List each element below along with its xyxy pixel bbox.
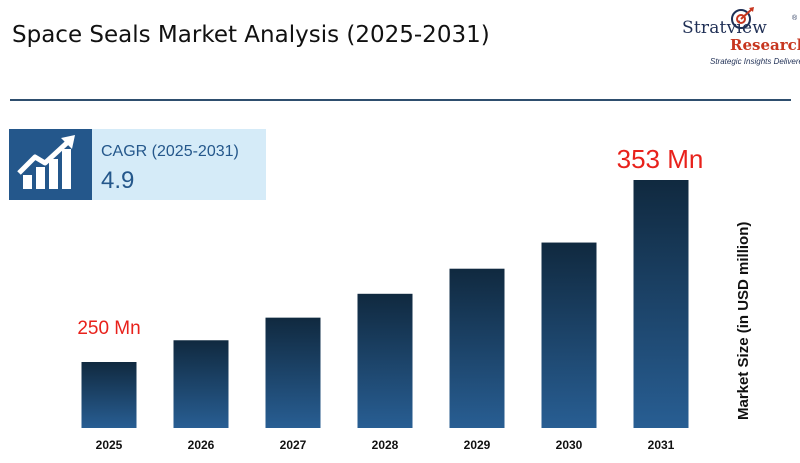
cagr-label: CAGR (2025-2031)	[101, 143, 239, 160]
bar-2025	[81, 362, 137, 428]
bar-2030	[541, 242, 597, 428]
bar-2026	[173, 340, 229, 428]
data-label-2031: 353 Mn	[617, 144, 704, 174]
x-tick-label-2027: 2027	[280, 438, 307, 452]
x-tick-label-2030: 2030	[556, 438, 583, 452]
header-divider	[10, 99, 791, 101]
logo-brand: Stratview	[682, 18, 768, 38]
company-logo: Stratview ® Research Strategic Insights …	[664, 4, 800, 70]
cagr-icon-container	[9, 129, 92, 200]
bar-2029	[449, 268, 505, 428]
logo-tagline: Strategic Insights Delivered	[710, 57, 800, 66]
target-arrow-icon	[731, 7, 754, 29]
bar-2027	[265, 317, 321, 428]
cagr-panel: CAGR (2025-2031) 4.9	[9, 129, 266, 200]
chart-title: Space Seals Market Analysis (2025-2031)	[12, 22, 490, 48]
bar-2031	[633, 180, 689, 428]
logo-brand-sub: Research	[730, 36, 800, 54]
bar-2028	[357, 293, 413, 428]
data-label-2025: 250 Mn	[77, 318, 140, 339]
x-tick-label-2026: 2026	[188, 438, 215, 452]
cagr-value: 4.9	[101, 167, 135, 194]
growth-chart-icon	[17, 135, 75, 189]
y-axis-label: Market Size (in USD million)	[735, 221, 752, 420]
x-tick-label-2029: 2029	[464, 438, 491, 452]
logo-registered-mark: ®	[792, 15, 798, 22]
x-tick-label-2031: 2031	[648, 438, 675, 452]
x-tick-label-2028: 2028	[372, 438, 399, 452]
x-tick-label-2025: 2025	[96, 438, 123, 452]
